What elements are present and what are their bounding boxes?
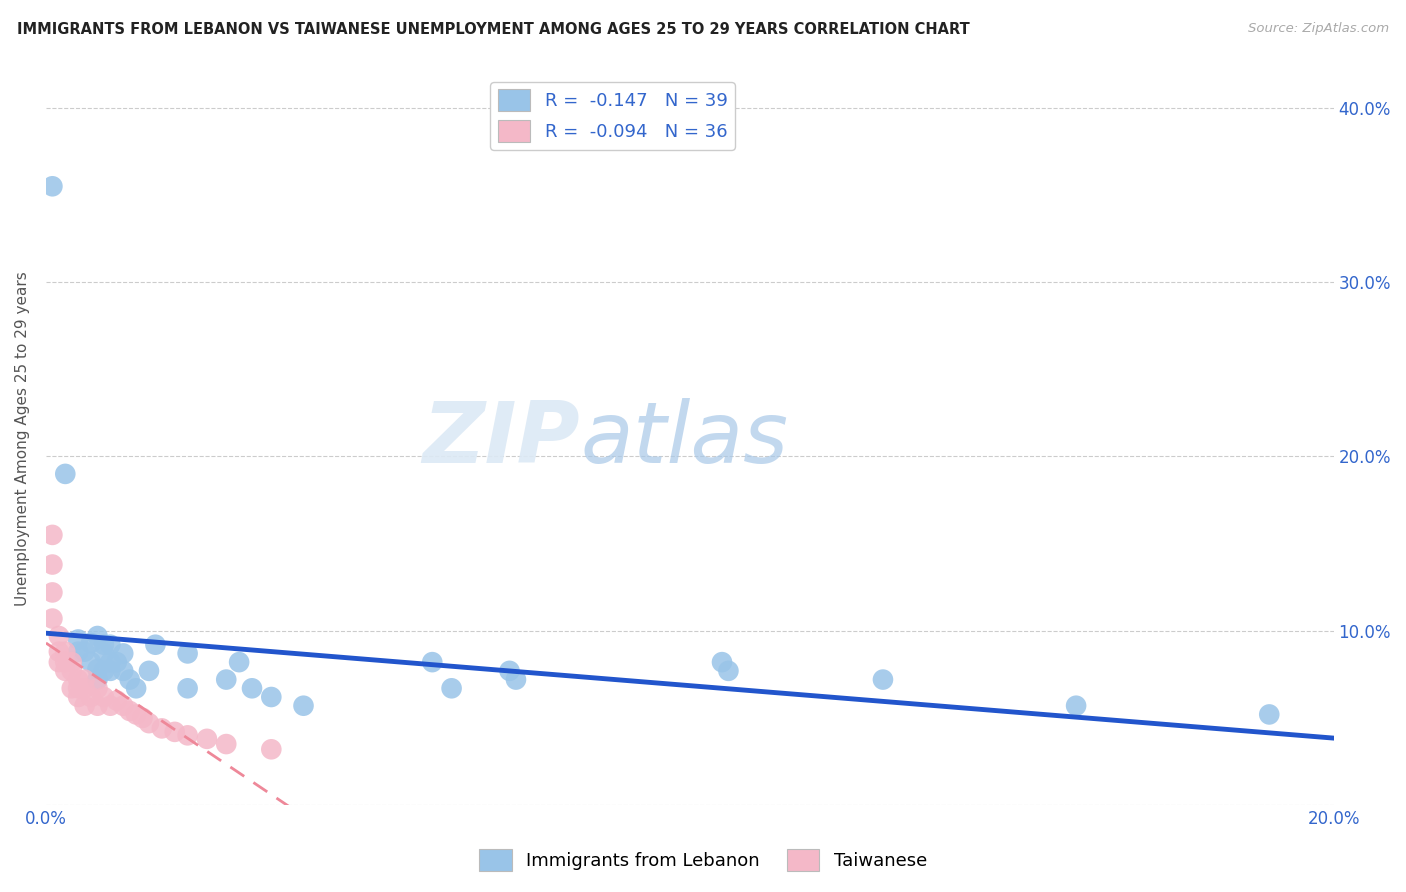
Point xyxy=(60,681,83,696)
Point xyxy=(215,737,238,751)
Point xyxy=(260,690,283,704)
Point xyxy=(420,655,443,669)
Point xyxy=(73,698,96,713)
Point xyxy=(48,655,70,669)
Text: ZIP: ZIP xyxy=(423,398,581,481)
Point xyxy=(98,655,121,669)
Point xyxy=(80,655,103,669)
Point xyxy=(176,647,198,661)
Point xyxy=(228,655,250,669)
Point xyxy=(717,664,740,678)
Point xyxy=(93,647,115,661)
Point xyxy=(240,681,263,696)
Point xyxy=(80,690,103,704)
Point xyxy=(53,645,76,659)
Point xyxy=(505,673,527,687)
Point xyxy=(93,690,115,704)
Point xyxy=(41,179,63,194)
Legend: R =  -0.147   N = 39, R =  -0.094   N = 36: R = -0.147 N = 39, R = -0.094 N = 36 xyxy=(491,82,735,150)
Text: IMMIGRANTS FROM LEBANON VS TAIWANESE UNEMPLOYMENT AMONG AGES 25 TO 29 YEARS CORR: IMMIGRANTS FROM LEBANON VS TAIWANESE UNE… xyxy=(17,22,970,37)
Point xyxy=(1258,707,1281,722)
Y-axis label: Unemployment Among Ages 25 to 29 years: Unemployment Among Ages 25 to 29 years xyxy=(15,272,30,607)
Point xyxy=(98,664,121,678)
Point xyxy=(125,681,148,696)
Point xyxy=(105,693,128,707)
Point xyxy=(86,681,108,696)
Point xyxy=(215,673,238,687)
Point xyxy=(150,722,173,736)
Point xyxy=(67,673,90,687)
Point xyxy=(138,716,160,731)
Point xyxy=(67,690,90,704)
Point xyxy=(112,664,135,678)
Point xyxy=(176,681,198,696)
Point xyxy=(131,711,153,725)
Point xyxy=(440,681,463,696)
Point xyxy=(73,681,96,696)
Point xyxy=(41,528,63,542)
Point xyxy=(118,704,141,718)
Point xyxy=(67,632,90,647)
Point xyxy=(41,558,63,572)
Point xyxy=(48,629,70,643)
Point xyxy=(93,664,115,678)
Point xyxy=(711,655,734,669)
Point xyxy=(86,698,108,713)
Point xyxy=(86,673,108,687)
Point xyxy=(138,664,160,678)
Point xyxy=(41,585,63,599)
Point xyxy=(60,664,83,678)
Point xyxy=(176,728,198,742)
Point xyxy=(73,673,96,687)
Point xyxy=(145,638,167,652)
Point xyxy=(53,664,76,678)
Point xyxy=(73,645,96,659)
Point xyxy=(86,629,108,643)
Point xyxy=(1064,698,1087,713)
Point xyxy=(86,662,108,676)
Point xyxy=(163,724,186,739)
Point xyxy=(93,638,115,652)
Point xyxy=(48,645,70,659)
Point xyxy=(872,673,894,687)
Point xyxy=(98,698,121,713)
Point xyxy=(80,636,103,650)
Point xyxy=(60,655,83,669)
Point xyxy=(498,664,520,678)
Point xyxy=(98,638,121,652)
Point xyxy=(41,611,63,625)
Point xyxy=(292,698,315,713)
Point xyxy=(53,467,76,481)
Point xyxy=(53,655,76,669)
Text: atlas: atlas xyxy=(581,398,789,481)
Text: Source: ZipAtlas.com: Source: ZipAtlas.com xyxy=(1249,22,1389,36)
Point xyxy=(260,742,283,756)
Point xyxy=(67,645,90,659)
Point xyxy=(112,647,135,661)
Point xyxy=(112,698,135,713)
Point xyxy=(105,655,128,669)
Point xyxy=(67,681,90,696)
Legend: Immigrants from Lebanon, Taiwanese: Immigrants from Lebanon, Taiwanese xyxy=(472,842,934,879)
Point xyxy=(118,673,141,687)
Point xyxy=(195,731,218,746)
Point xyxy=(125,707,148,722)
